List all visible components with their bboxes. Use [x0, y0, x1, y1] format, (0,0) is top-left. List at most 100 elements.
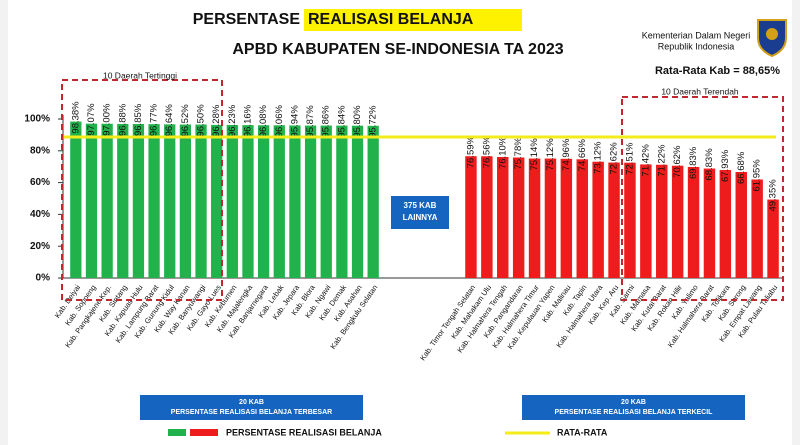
data-label: 71.42% [640, 144, 651, 177]
data-label: 95.87% [305, 105, 316, 138]
y-tick-label: 20% [30, 241, 50, 252]
bar [671, 165, 684, 278]
data-label: 96.77% [149, 103, 160, 136]
bar [273, 125, 285, 278]
bar [195, 124, 207, 278]
bar [719, 169, 732, 278]
data-label: 95.86% [321, 105, 332, 138]
bar [132, 124, 145, 278]
data-label: 96.64% [164, 104, 175, 137]
data-label: 96.08% [258, 104, 269, 137]
highlight-box [621, 96, 784, 301]
middle-note-box [391, 196, 449, 229]
data-label: 76.56% [481, 135, 492, 168]
bar [576, 159, 588, 278]
data-label: 76.59% [465, 135, 476, 168]
data-label: 95.94% [289, 105, 300, 138]
bar [560, 158, 573, 278]
data-label: 75.78% [513, 137, 524, 170]
bar [592, 161, 604, 278]
data-label: 72.51% [624, 142, 635, 175]
data-label: 69.83% [688, 146, 699, 179]
y-tick-label: 100% [24, 114, 50, 125]
bar [70, 121, 82, 278]
bar [608, 162, 620, 278]
bar [242, 125, 254, 279]
data-label: 75.14% [529, 138, 540, 171]
data-label: 96.52% [180, 104, 191, 137]
caption: PERSENTASE REALISASI BELANJA TERKECIL [555, 409, 714, 416]
data-label: 96.88% [117, 103, 128, 136]
bar [164, 124, 176, 278]
bar [148, 124, 160, 278]
title-highlight-bg [304, 9, 522, 31]
middle-note: LAINNYA [403, 213, 438, 222]
data-label: 73.12% [593, 141, 604, 174]
bar [735, 171, 747, 278]
bar [465, 156, 477, 278]
caption-box [522, 395, 745, 420]
data-label: 67.93% [720, 149, 731, 182]
data-label: 72.62% [609, 142, 620, 175]
highlight-box [61, 79, 223, 301]
data-label: 61.95% [752, 159, 763, 192]
legend-label: PERSENTASE REALISASI BELANJA [226, 427, 382, 437]
data-label: 95.80% [352, 105, 363, 138]
logo [757, 19, 787, 58]
bar [226, 124, 238, 279]
bar [544, 158, 557, 278]
caption: 20 KAB [621, 399, 646, 406]
chart-title: PERSENTASE [193, 11, 301, 28]
y-tick-label: 40% [30, 209, 50, 220]
chart-subtitle: APBD KABUPATEN SE-INDONESIA TA 2023 [232, 41, 563, 58]
data-label: 96.16% [242, 104, 253, 137]
y-tick-label: 0% [36, 273, 51, 284]
data-label: 66.68% [736, 151, 747, 184]
data-label: 97.07% [86, 103, 97, 136]
highlight-label: 10 Daerah Tertinggi [103, 70, 177, 80]
bar [640, 164, 652, 278]
data-label: 95.72% [368, 105, 379, 138]
bar [512, 157, 525, 278]
legend-swatch [168, 429, 186, 436]
bar [751, 179, 763, 278]
org-name: Kementerian Dalam Negeri [642, 30, 751, 40]
bar [481, 156, 493, 278]
bar [656, 164, 668, 278]
data-label: 95.84% [336, 105, 347, 138]
data-label: 96.28% [211, 104, 222, 137]
bar [497, 157, 509, 278]
bar [624, 162, 636, 278]
y-tick-label: 80% [30, 145, 50, 156]
org-name: Republik Indonesia [658, 41, 735, 51]
data-label: 96.06% [274, 104, 285, 137]
bar [767, 199, 779, 278]
bar [257, 125, 270, 278]
data-label: 96.50% [196, 104, 207, 137]
bar [703, 168, 716, 278]
caption-box [140, 395, 363, 420]
bar [101, 123, 113, 279]
legend-label: RATA-RATA [557, 427, 608, 437]
data-label: 96.85% [133, 103, 144, 136]
data-label: 71.22% [656, 144, 667, 177]
data-label: 98.38% [70, 101, 81, 134]
bar [211, 124, 223, 279]
average-label: Rata-Rata Kab = 88,65% [655, 65, 780, 77]
bar [179, 124, 192, 278]
data-label: 96.23% [227, 104, 238, 137]
bar [85, 123, 98, 279]
data-label: 97.00% [102, 103, 113, 136]
data-label: 75.12% [545, 138, 556, 171]
bar [320, 125, 332, 278]
middle-note: 375 KAB [404, 201, 437, 210]
bar [117, 123, 129, 278]
bar [304, 125, 317, 278]
y-tick-label: 60% [30, 177, 50, 188]
data-label: 74.66% [577, 139, 588, 172]
data-label: 49.35% [768, 179, 779, 212]
highlight-label: 10 Daerah Terendah [661, 86, 739, 96]
bar [687, 166, 700, 278]
chart-title-highlight: REALISASI BELANJA [308, 11, 474, 28]
